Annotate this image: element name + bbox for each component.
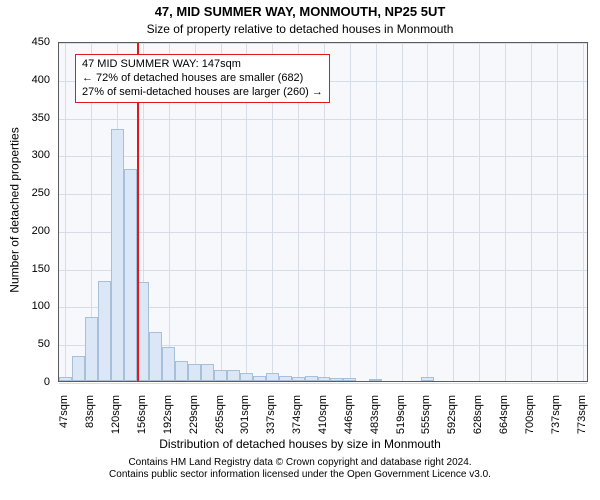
- histogram-bar: [59, 377, 72, 381]
- footer-line1: Contains HM Land Registry data © Crown c…: [0, 457, 600, 469]
- y-axis-label: Number of detached properties: [6, 0, 24, 420]
- grid-line-vertical: [583, 43, 584, 381]
- footer-attribution: Contains HM Land Registry data © Crown c…: [0, 457, 600, 481]
- histogram-bar: [175, 361, 188, 381]
- grid-line-vertical: [479, 43, 480, 381]
- histogram-bar: [279, 376, 292, 381]
- annotation-line2: ← 72% of detached houses are smaller (68…: [82, 72, 323, 86]
- histogram-bar: [421, 377, 434, 381]
- histogram-bar: [305, 376, 318, 381]
- histogram-bar: [98, 281, 111, 381]
- histogram-bar: [253, 376, 266, 381]
- histogram-bar: [111, 129, 124, 381]
- grid-line-vertical: [65, 43, 66, 381]
- y-tick-label: 300: [0, 149, 50, 161]
- x-tick-label: 555sqm: [420, 395, 432, 445]
- grid-line-vertical: [531, 43, 532, 381]
- footer-line2: Contains public sector information licen…: [0, 469, 600, 481]
- y-tick-label: 0: [0, 376, 50, 388]
- histogram-bar: [330, 378, 343, 381]
- histogram-bar: [343, 378, 356, 381]
- chart-title-line2: Size of property relative to detached ho…: [0, 22, 600, 36]
- histogram-bar: [227, 370, 240, 381]
- x-tick-label: 483sqm: [369, 395, 381, 445]
- grid-line-vertical: [505, 43, 506, 381]
- histogram-bar: [188, 364, 201, 381]
- x-tick-label: 664sqm: [498, 395, 510, 445]
- annotation-box: 47 MID SUMMER WAY: 147sqm ← 72% of detac…: [75, 54, 330, 103]
- histogram-bar: [318, 377, 331, 381]
- grid-line-vertical: [350, 43, 351, 381]
- annotation-line3: 27% of semi-detached houses are larger (…: [82, 86, 323, 100]
- histogram-bar: [369, 379, 382, 381]
- histogram-bar: [162, 347, 175, 381]
- x-tick-label: 737sqm: [550, 395, 562, 445]
- histogram-bar: [201, 364, 214, 381]
- x-tick-label: 446sqm: [343, 395, 355, 445]
- annotation-line1: 47 MID SUMMER WAY: 147sqm: [82, 58, 323, 72]
- y-tick-label: 350: [0, 112, 50, 124]
- grid-line-vertical: [402, 43, 403, 381]
- x-tick-label: 120sqm: [110, 395, 122, 445]
- histogram-chart: 47, MID SUMMER WAY, MONMOUTH, NP25 5UT S…: [0, 0, 600, 500]
- x-tick-label: 374sqm: [291, 395, 303, 445]
- x-tick-label: 83sqm: [84, 395, 96, 445]
- x-tick-label: 265sqm: [214, 395, 226, 445]
- x-tick-label: 337sqm: [265, 395, 277, 445]
- histogram-bar: [85, 317, 98, 381]
- y-tick-label: 200: [0, 225, 50, 237]
- x-tick-label: 47sqm: [58, 395, 70, 445]
- y-tick-label: 450: [0, 36, 50, 48]
- histogram-bar: [240, 373, 253, 381]
- histogram-bar: [124, 169, 137, 381]
- histogram-bar: [292, 377, 305, 381]
- grid-line-horizontal: [59, 383, 587, 384]
- x-tick-label: 773sqm: [576, 395, 588, 445]
- x-tick-label: 592sqm: [446, 395, 458, 445]
- x-tick-label: 192sqm: [162, 395, 174, 445]
- x-tick-label: 410sqm: [317, 395, 329, 445]
- y-tick-label: 250: [0, 187, 50, 199]
- histogram-bar: [214, 370, 227, 381]
- histogram-bar: [72, 356, 85, 381]
- x-tick-label: 628sqm: [472, 395, 484, 445]
- x-tick-label: 156sqm: [136, 395, 148, 445]
- grid-line-vertical: [557, 43, 558, 381]
- histogram-bar: [149, 332, 162, 381]
- x-tick-label: 301sqm: [239, 395, 251, 445]
- histogram-bar: [266, 373, 279, 381]
- x-tick-label: 229sqm: [188, 395, 200, 445]
- grid-line-vertical: [453, 43, 454, 381]
- y-tick-label: 50: [0, 338, 50, 350]
- y-tick-label: 100: [0, 300, 50, 312]
- x-tick-label: 700sqm: [524, 395, 536, 445]
- grid-line-vertical: [376, 43, 377, 381]
- y-tick-label: 150: [0, 263, 50, 275]
- chart-title-line1: 47, MID SUMMER WAY, MONMOUTH, NP25 5UT: [0, 4, 600, 19]
- x-tick-label: 519sqm: [395, 395, 407, 445]
- y-tick-label: 400: [0, 74, 50, 86]
- grid-line-vertical: [427, 43, 428, 381]
